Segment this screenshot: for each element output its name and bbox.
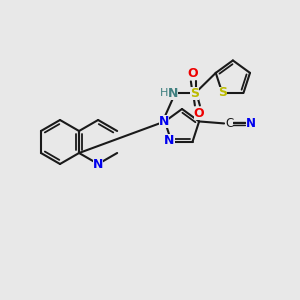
Text: H: H: [160, 88, 168, 98]
Text: N: N: [164, 134, 175, 147]
Text: S: S: [190, 87, 200, 100]
Text: N: N: [168, 87, 178, 100]
Text: N: N: [159, 115, 169, 128]
Text: N: N: [93, 158, 103, 170]
Text: N: N: [246, 117, 256, 130]
Text: O: O: [194, 107, 204, 120]
Text: O: O: [188, 67, 198, 80]
Text: C: C: [225, 117, 233, 130]
Text: S: S: [218, 86, 227, 100]
